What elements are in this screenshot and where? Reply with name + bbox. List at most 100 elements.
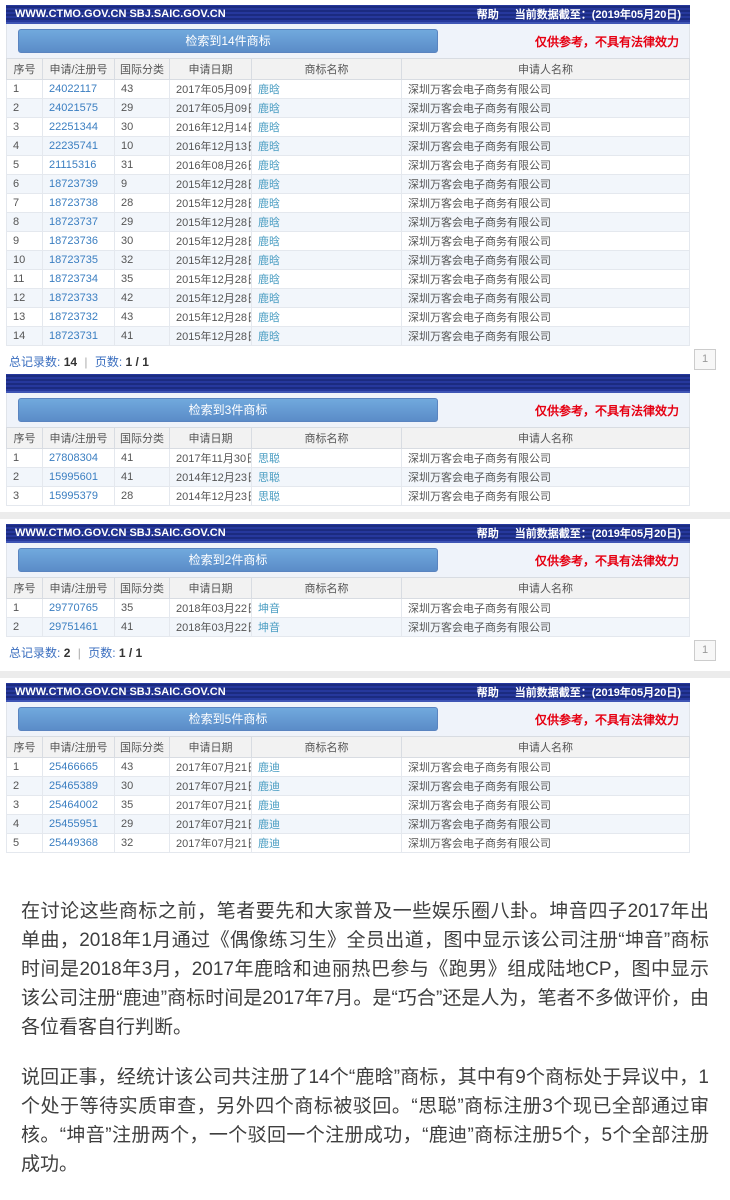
- application-number-link[interactable]: 27808304: [42, 448, 115, 468]
- table-row: 3 22251344 30 2016年12月14日 鹿晗 深圳万客会电子商务有限公司: [6, 117, 690, 137]
- application-number-link[interactable]: 15995379: [42, 486, 115, 506]
- trademark-name-link[interactable]: 鹿晗: [251, 98, 402, 118]
- application-date: 2015年12月28日: [169, 307, 252, 327]
- trademark-name-link[interactable]: 鹿迪: [251, 833, 402, 853]
- help-link[interactable]: 帮助: [476, 8, 499, 21]
- trademark-name-link[interactable]: 鹿晗: [251, 288, 402, 308]
- result-summary-row: 检索到14件商标 仅供参考，不具有法律效力: [6, 24, 690, 58]
- intl-class: 32: [114, 250, 170, 270]
- table-row: 2 24021575 29 2017年05月09日 鹿晗 深圳万客会电子商务有限公司: [6, 98, 690, 118]
- application-number-link[interactable]: 18723731: [42, 326, 115, 346]
- result-count-button[interactable]: 检索到3件商标: [18, 398, 438, 422]
- help-link[interactable]: 帮助: [476, 686, 499, 699]
- article-paragraph-2: 说回正事，经统计该公司共注册了14个“鹿晗”商标，其中有9个商标处于异议中，1个…: [21, 1067, 709, 1175]
- article-paragraph-1: 在讨论这些商标之前，笔者要先和大家普及一些娱乐圈八卦。坤音四子2017年出单曲，…: [21, 901, 709, 1038]
- pages-value: 1 / 1: [125, 355, 149, 369]
- application-number-link[interactable]: 25466665: [42, 757, 115, 777]
- application-date: 2018年03月22日: [169, 617, 252, 637]
- application-number-link[interactable]: 25465389: [42, 776, 115, 796]
- trademark-name-link[interactable]: 鹿迪: [251, 814, 402, 834]
- application-number-link[interactable]: 25449368: [42, 833, 115, 853]
- applicant-name: 深圳万客会电子商务有限公司: [401, 833, 690, 853]
- application-number-link[interactable]: 21115316: [42, 155, 115, 175]
- trademark-name-link[interactable]: 鹿晗: [251, 117, 402, 137]
- application-number-link[interactable]: 18723733: [42, 288, 115, 308]
- trademark-name-link[interactable]: 鹿晗: [251, 79, 402, 99]
- result-count-button[interactable]: 检索到5件商标: [18, 707, 438, 731]
- trademark-name-link[interactable]: 思聪: [251, 448, 402, 468]
- applicant-name: 深圳万客会电子商务有限公司: [401, 269, 690, 289]
- application-number-link[interactable]: 29751461: [42, 617, 115, 637]
- trademark-name-link[interactable]: 思聪: [251, 486, 402, 506]
- site-header-bar: WWW.CTMO.GOV.CN SBJ.SAIC.GOV.CN 帮助 当前数据截…: [6, 683, 690, 702]
- applicant-name: 深圳万客会电子商务有限公司: [401, 326, 690, 346]
- trademark-name-link[interactable]: 坤音: [251, 617, 402, 637]
- application-number-link[interactable]: 18723735: [42, 250, 115, 270]
- column-header: 序号: [6, 577, 43, 599]
- row-seq: 2: [6, 98, 43, 118]
- column-header: 申请人名称: [401, 736, 690, 758]
- application-number-link[interactable]: 18723736: [42, 231, 115, 251]
- application-number-link[interactable]: 22235741: [42, 136, 115, 156]
- table-row: 4 25455951 29 2017年07月21日 鹿迪 深圳万客会电子商务有限公司: [6, 814, 690, 834]
- application-number-link[interactable]: 25455951: [42, 814, 115, 834]
- intl-class: 42: [114, 288, 170, 308]
- help-link[interactable]: 帮助: [476, 527, 499, 540]
- site-domains: WWW.CTMO.GOV.CN SBJ.SAIC.GOV.CN: [15, 526, 226, 539]
- application-date: 2015年12月28日: [169, 288, 252, 308]
- trademark-name-link[interactable]: 鹿晗: [251, 326, 402, 346]
- table-footer: 总记录数: 14 | 页数: 1 / 1 1: [6, 346, 716, 374]
- application-number-link[interactable]: 18723739: [42, 174, 115, 194]
- table-row: 13 18723732 43 2015年12月28日 鹿晗 深圳万客会电子商务有限公司: [6, 307, 690, 327]
- intl-class: 35: [114, 795, 170, 815]
- trademark-name-link[interactable]: 鹿晗: [251, 269, 402, 289]
- table-row: 9 18723736 30 2015年12月28日 鹿晗 深圳万客会电子商务有限公司: [6, 231, 690, 251]
- application-date: 2015年12月28日: [169, 231, 252, 251]
- application-number-link[interactable]: 24021575: [42, 98, 115, 118]
- application-number-link[interactable]: 18723737: [42, 212, 115, 232]
- trademark-name-link[interactable]: 鹿晗: [251, 231, 402, 251]
- row-seq: 9: [6, 231, 43, 251]
- result-count-button[interactable]: 检索到14件商标: [18, 29, 438, 53]
- table-row: 2 15995601 41 2014年12月23日 思聪 深圳万客会电子商务有限公司: [6, 467, 690, 487]
- application-date: 2015年12月28日: [169, 269, 252, 289]
- legal-disclaimer: 仅供参考，不具有法律效力: [534, 712, 679, 727]
- row-seq: 4: [6, 136, 43, 156]
- trademark-name-link[interactable]: 鹿迪: [251, 776, 402, 796]
- application-date: 2017年11月30日: [169, 448, 252, 468]
- total-records-value: 2: [63, 646, 71, 660]
- application-number-link[interactable]: 25464002: [42, 795, 115, 815]
- intl-class: 32: [114, 833, 170, 853]
- trademark-name-link[interactable]: 坤音: [251, 598, 402, 618]
- trademark-name-link[interactable]: 鹿晗: [251, 193, 402, 213]
- application-number-link[interactable]: 22251344: [42, 117, 115, 137]
- table-row: 1 29770765 35 2018年03月22日 坤音 深圳万客会电子商务有限公司: [6, 598, 690, 618]
- trademark-name-link[interactable]: 鹿晗: [251, 155, 402, 175]
- trademark-name-link[interactable]: 鹿晗: [251, 136, 402, 156]
- result-count-button[interactable]: 检索到2件商标: [18, 548, 438, 572]
- trademark-name-link[interactable]: 思聪: [251, 467, 402, 487]
- application-number-link[interactable]: 18723734: [42, 269, 115, 289]
- page-1-button[interactable]: 1: [694, 640, 716, 661]
- application-number-link[interactable]: 29770765: [42, 598, 115, 618]
- table-row: 14 18723731 41 2015年12月28日 鹿晗 深圳万客会电子商务有限公司: [6, 326, 690, 346]
- application-number-link[interactable]: 24022117: [42, 79, 115, 99]
- applicant-name: 深圳万客会电子商务有限公司: [401, 486, 690, 506]
- column-header: 申请日期: [169, 577, 252, 599]
- applicant-name: 深圳万客会电子商务有限公司: [401, 467, 690, 487]
- application-number-link[interactable]: 15995601: [42, 467, 115, 487]
- trademark-name-link[interactable]: 鹿迪: [251, 795, 402, 815]
- trademark-name-link[interactable]: 鹿晗: [251, 307, 402, 327]
- application-number-link[interactable]: 18723738: [42, 193, 115, 213]
- page-1-button[interactable]: 1: [694, 349, 716, 370]
- table-row: 2 25465389 30 2017年07月21日 鹿迪 深圳万客会电子商务有限公司: [6, 776, 690, 796]
- table-row: 2 29751461 41 2018年03月22日 坤音 深圳万客会电子商务有限公司: [6, 617, 690, 637]
- column-header: 国际分类: [114, 58, 170, 80]
- trademark-name-link[interactable]: 鹿晗: [251, 250, 402, 270]
- trademark-name-link[interactable]: 鹿晗: [251, 174, 402, 194]
- application-number-link[interactable]: 18723732: [42, 307, 115, 327]
- column-header: 商标名称: [251, 736, 402, 758]
- trademark-name-link[interactable]: 鹿迪: [251, 757, 402, 777]
- trademark-name-link[interactable]: 鹿晗: [251, 212, 402, 232]
- intl-class: 29: [114, 814, 170, 834]
